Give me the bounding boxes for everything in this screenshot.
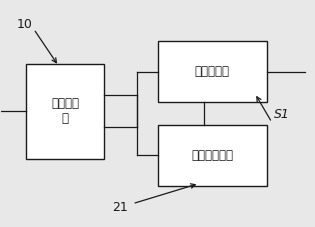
Bar — [158, 125, 267, 186]
Text: S1: S1 — [274, 108, 290, 121]
Text: 10: 10 — [16, 18, 32, 31]
Bar — [26, 64, 104, 159]
Text: 电流互感
器: 电流互感 器 — [51, 97, 79, 125]
Text: 磁链旁路电路: 磁链旁路电路 — [192, 149, 233, 162]
Text: 自取能电路: 自取能电路 — [195, 65, 230, 78]
Text: 21: 21 — [112, 201, 128, 214]
Bar — [158, 41, 267, 102]
